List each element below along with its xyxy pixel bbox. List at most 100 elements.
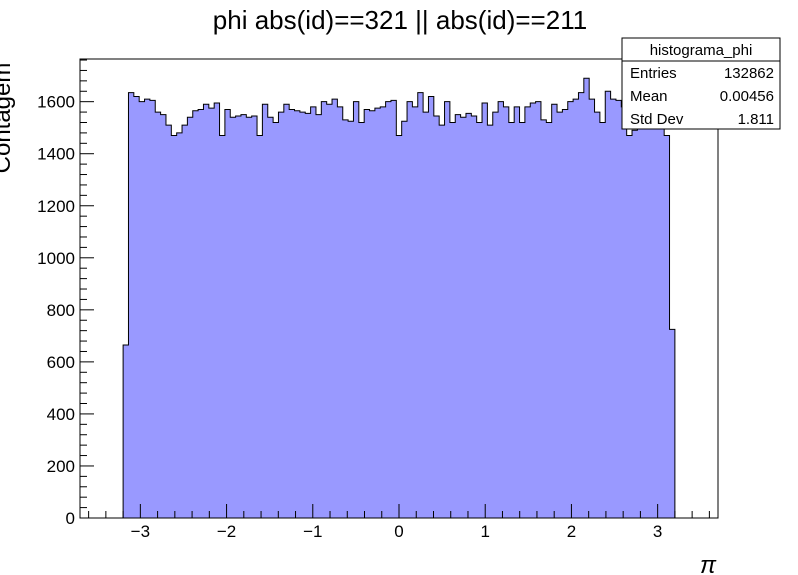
stats-box: histograma_phi Entries 132862 Mean 0.004…: [621, 37, 781, 130]
histogram-bin: [295, 111, 300, 518]
histogram-bin: [632, 130, 637, 518]
histogram-bin: [193, 111, 198, 518]
histogram-bin: [477, 122, 482, 518]
histogram-bin: [134, 96, 139, 518]
stats-mean-value: 0.00456: [720, 88, 774, 105]
histogram-bin: [653, 112, 658, 518]
histogram-bin: [161, 115, 166, 518]
histogram-bin: [316, 115, 321, 518]
axes: −3 −2 −1 0 1 2 3 0 200 400 600 800 1000 1200 1400 1600: [37, 59, 710, 541]
histogram-bin: [546, 122, 551, 518]
histogram-bin: [568, 102, 573, 518]
histogram-bin: [391, 100, 396, 518]
histogram-bin: [305, 113, 310, 518]
histogram-bin: [573, 99, 578, 518]
histogram-bin: [509, 122, 514, 518]
histogram-bin: [466, 113, 471, 518]
stats-stddev-label: Std Dev: [630, 111, 684, 128]
histogram-bin: [562, 109, 567, 518]
histogram-bin: [584, 78, 589, 518]
histogram-bin: [530, 103, 535, 518]
histogram-bin: [198, 109, 203, 518]
histogram-bin: [257, 136, 262, 519]
histogram-bin: [139, 102, 144, 518]
histogram-bin: [643, 115, 648, 518]
histogram-bin: [171, 136, 176, 519]
histogram-bin: [434, 116, 439, 518]
stats-stddev-value: 1.811: [738, 111, 774, 128]
histogram-bin: [273, 122, 278, 518]
histogram-bin: [471, 116, 476, 518]
histogram-bin: [627, 136, 632, 519]
stats-entries-label: Entries: [630, 65, 677, 82]
histogram-bin: [423, 112, 428, 518]
x-tick-label: 2: [567, 522, 576, 541]
histogram-bin: [439, 125, 444, 518]
stats-mean-label: Mean: [630, 88, 668, 105]
histogram-bin: [670, 329, 675, 518]
histogram-bin: [648, 96, 653, 518]
histogram-bin: [128, 93, 133, 518]
histogram-bin: [145, 99, 150, 518]
histogram-bin: [386, 102, 391, 518]
histogram-bin: [552, 104, 557, 518]
x-tick-label: −2: [217, 522, 236, 541]
y-tick-label: 1400: [37, 145, 75, 164]
histogram-outline: [122, 77, 676, 519]
histogram-bin: [187, 117, 192, 518]
histogram-bin: [600, 122, 605, 518]
x-tick-label: 3: [653, 522, 662, 541]
y-tick-label: 1000: [37, 249, 75, 268]
histogram-bin: [177, 133, 182, 518]
stats-box-title: histograma_phi: [650, 42, 753, 59]
histogram-bin: [380, 107, 385, 518]
histogram-bin: [343, 120, 348, 518]
histogram-bin: [412, 107, 417, 518]
histogram-bin: [353, 102, 358, 518]
histogram-bin: [407, 102, 412, 518]
histogram-bin: [418, 93, 423, 518]
histogram-bin: [402, 121, 407, 518]
histogram-bin: [327, 104, 332, 518]
histogram-bin: [230, 117, 235, 518]
histogram-bin: [262, 104, 267, 518]
histogram-bin: [220, 136, 225, 519]
histogram-bin: [595, 112, 600, 518]
y-tick-label: 800: [47, 301, 75, 320]
histogram-bin: [214, 103, 219, 518]
histogram-bin: [155, 112, 160, 518]
x-tick-label: 0: [394, 522, 403, 541]
histogram-bin: [450, 122, 455, 518]
histogram-bin: [637, 120, 642, 518]
histogram-bin: [246, 117, 251, 518]
histogram-bin: [621, 107, 626, 518]
histogram-bin: [182, 125, 187, 518]
histogram-bin: [311, 107, 316, 518]
histogram-bin: [166, 125, 171, 518]
histogram-bin: [375, 108, 380, 518]
y-tick-label: 1600: [37, 93, 75, 112]
histogram-bin: [659, 122, 664, 518]
histogram-bin: [487, 125, 492, 518]
histogram-bin: [252, 116, 257, 518]
histogram-bin: [284, 104, 289, 518]
y-tick-label: 200: [47, 457, 75, 476]
histogram-bin: [396, 136, 401, 519]
histogram-bin: [611, 99, 616, 518]
histogram-bin: [209, 108, 214, 518]
histogram-bin: [278, 112, 283, 518]
histogram-bin: [461, 117, 466, 518]
x-tick-label: −1: [303, 522, 322, 541]
chart-title: phi abs(id)==321 || abs(id)==211: [213, 5, 587, 35]
histogram-bin: [525, 107, 530, 518]
histogram-bin: [482, 103, 487, 518]
x-tick-label: −3: [131, 522, 150, 541]
histogram-bin: [268, 117, 273, 518]
histogram-bin: [445, 102, 450, 518]
x-axis-label: π: [700, 552, 717, 575]
histogram-bin: [498, 102, 503, 518]
histogram-bin: [664, 136, 669, 519]
stats-entries-value: 132862: [724, 65, 774, 82]
histogram-bin: [332, 99, 337, 518]
